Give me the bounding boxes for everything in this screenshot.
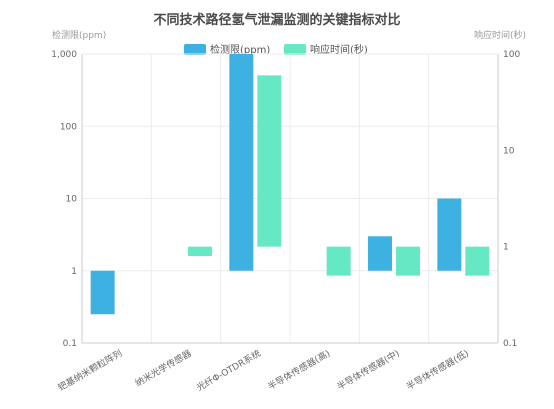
right-tick-label: 1 — [503, 243, 509, 253]
category-label: 半导体传感器(低) — [404, 347, 471, 392]
left-tick-label: 100 — [60, 122, 77, 132]
bar-detection-limit-5[interactable] — [437, 198, 462, 271]
left-tick-label: 1 — [71, 267, 77, 277]
right-axis-ticks: 0.1 1 10 100 — [503, 50, 520, 349]
axes — [81, 54, 499, 344]
right-tick-label: 100 — [503, 50, 520, 60]
bar-detection-limit-2[interactable] — [229, 54, 254, 271]
category-label: 半导体传感器(高) — [266, 347, 333, 392]
right-tick-label: 10 — [503, 146, 515, 156]
left-tick-label: 0.1 — [63, 339, 77, 349]
bars — [90, 54, 490, 315]
category-labels: 钯基纳米颗粒阵列 纳米光学传感器 光纤Φ-OTDR系统 半导体传感器(高) 半导体传感器… — [56, 347, 471, 393]
right-tick-label: 0.1 — [503, 339, 517, 349]
category-label: 钯基纳米颗粒阵列 — [56, 347, 124, 393]
bar-response-time-3[interactable] — [326, 246, 351, 276]
bar-response-time-4[interactable] — [396, 246, 420, 276]
left-axis-title: 检测限(ppm) — [52, 29, 106, 41]
bar-response-time-2[interactable] — [257, 75, 282, 247]
left-tick-label: 10 — [66, 195, 78, 205]
bar-detection-limit-4[interactable] — [368, 236, 392, 271]
category-label: 半导体传感器(中) — [335, 347, 402, 392]
right-axis-title: 响应时间(秒) — [474, 29, 526, 41]
grid-layer — [81, 53, 499, 344]
bar-response-time-5[interactable] — [465, 246, 490, 276]
legend: 检测限(ppm) 响应时间(秒) — [184, 43, 368, 56]
legend-swatch-detection[interactable] — [184, 44, 206, 55]
left-tick-label: 1,000 — [51, 50, 77, 60]
left-axis-ticks: 0.1 1 10 100 1,000 — [51, 50, 77, 349]
bar-detection-limit-0[interactable] — [90, 270, 115, 315]
bar-response-time-1[interactable] — [188, 246, 212, 257]
chart-title: 不同技术路径氢气泄漏监测的关键指标对比 — [153, 12, 400, 28]
category-label: 纳米光学传感器 — [133, 347, 194, 389]
legend-label-detection[interactable]: 检测限(ppm) — [210, 43, 270, 56]
legend-swatch-response[interactable] — [284, 44, 306, 55]
category-label: 光纤Φ-OTDR系统 — [194, 347, 262, 393]
legend-label-response[interactable]: 响应时间(秒) — [310, 43, 368, 56]
